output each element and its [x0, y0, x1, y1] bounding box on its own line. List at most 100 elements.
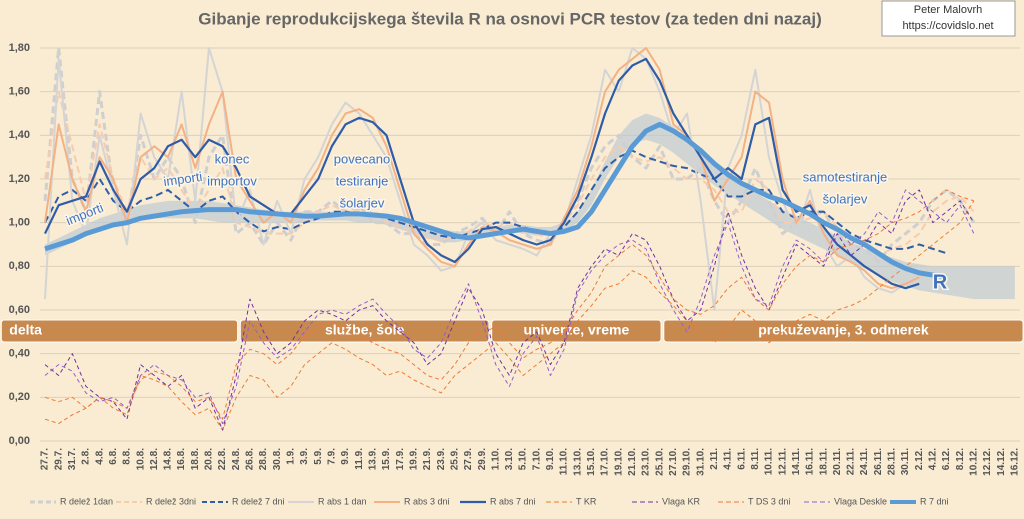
series-line [44, 189, 975, 431]
x-tick-label: 2.8. [81, 448, 92, 465]
y-tick-label: 1,80 [9, 42, 30, 54]
credit-author: Peter Malovrh [914, 4, 982, 16]
legend-label: R abs 3 dni [404, 496, 450, 506]
x-tick-label: 14.12. [996, 448, 1007, 476]
x-tick-label: 3.10. [504, 448, 515, 470]
legend-label: R abs 1 dan [318, 496, 367, 506]
x-tick-label: 18.11. [818, 448, 829, 475]
x-tick-label: 13.9. [367, 448, 378, 470]
y-tick-label: 0,60 [9, 304, 30, 316]
x-tick-label: 27.10. [668, 448, 679, 476]
series-line [44, 189, 975, 425]
x-tick-label: 28.8. [258, 448, 269, 470]
annotation: importi [162, 169, 203, 189]
phase-bar [663, 319, 1024, 343]
x-tick-label: 21.9. [422, 448, 433, 470]
x-tick-label: 23.9. [436, 448, 447, 470]
x-tick-label: 19.10. [613, 448, 624, 476]
annotation: R [933, 271, 948, 293]
x-tick-label: 14.8. [163, 448, 174, 470]
x-tick-label: 10.12. [969, 448, 980, 476]
x-tick-label: 11.9. [354, 448, 365, 470]
credit-url: https://covidslo.net [902, 20, 993, 32]
x-tick-label: 31.7. [67, 448, 78, 470]
annotation: šolarjev [340, 195, 385, 210]
y-tick-label: 1,40 [9, 129, 30, 141]
phase-label: prekuževanje, 3. odmerek [758, 322, 929, 338]
legend-label: R abs 7 dni [490, 496, 536, 506]
x-tick-label: 16.11. [805, 448, 816, 475]
x-tick-label: 5.10. [518, 448, 529, 470]
x-tick-label: 17.10. [600, 448, 611, 476]
phase-bar [0, 319, 239, 343]
legend-label: T KR [576, 496, 597, 506]
series-line [44, 47, 921, 311]
x-tick-label: 27.9. [463, 448, 474, 470]
legend-label: Vlaga Deskle [834, 496, 887, 506]
legend-label: T DS 3 dni [748, 496, 790, 506]
annotation: importov [207, 173, 257, 188]
x-tick-label: 6.12. [941, 448, 952, 470]
annotation: šolarjev [823, 191, 868, 206]
x-tick-label: 22.8. [217, 448, 228, 470]
x-tick-label: 18.8. [190, 448, 201, 470]
x-tick-label: 29.9. [477, 448, 488, 470]
x-tick-label: 25.9. [449, 448, 460, 470]
phase-label: delta [9, 322, 42, 338]
phase-label: službe, šole [325, 322, 405, 338]
y-tick-label: 1,00 [9, 217, 30, 229]
x-tick-label: 12.8. [149, 448, 160, 470]
x-tick-label: 30.8. [272, 448, 283, 470]
x-tick-label: 30.11. [900, 448, 911, 475]
y-tick-label: 0,20 [9, 391, 30, 403]
x-tick-label: 1.9. [286, 448, 297, 465]
x-tick-label: 20.8. [204, 448, 215, 470]
x-tick-label: 28.11. [887, 448, 898, 475]
series-line [44, 200, 975, 431]
x-tick-label: 16.8. [176, 448, 187, 470]
x-tick-label: 7.9. [327, 448, 338, 465]
x-tick-label: 13.10. [572, 448, 583, 476]
x-tick-label: 26.11. [873, 448, 884, 475]
annotation: konec [215, 151, 250, 166]
x-tick-label: 14.11. [791, 448, 802, 475]
series-line [44, 121, 947, 280]
confidence-band [45, 113, 1015, 300]
annotation: samotestiranje [803, 169, 888, 184]
annotation: testiranje [336, 173, 389, 188]
x-tick-label: 31.10. [695, 448, 706, 476]
x-tick-label: 29.7. [53, 448, 64, 470]
x-tick-label: 8.11. [750, 448, 761, 470]
x-tick-label: 5.9. [313, 448, 324, 465]
x-tick-label: 12.11. [777, 448, 788, 475]
x-tick-label: 4.8. [94, 448, 105, 465]
x-tick-label: 4.12. [928, 448, 939, 470]
y-tick-label: 1,20 [9, 173, 30, 185]
x-tick-label: 9.10. [545, 448, 556, 470]
x-tick-label: 3.9. [299, 448, 310, 465]
legend-label: R delež 7 dni [232, 496, 285, 506]
x-tick-label: 25.10. [654, 448, 665, 476]
x-tick-label: 15.9. [381, 448, 392, 470]
credit-box [881, 0, 1016, 37]
y-tick-label: 0,80 [9, 260, 30, 272]
x-tick-label: 21.10. [627, 448, 638, 476]
x-tick-label: 19.9. [408, 448, 419, 470]
x-tick-label: 17.9. [395, 448, 406, 470]
x-tick-label: 26.8. [245, 448, 256, 470]
x-tick-label: 22.11. [846, 448, 857, 475]
x-tick-label: 11.10. [559, 448, 570, 475]
x-tick-label: 4.11. [723, 448, 734, 470]
series-line [44, 47, 920, 290]
x-tick-label: 20.11. [832, 448, 843, 475]
phase-label: univerze, vreme [523, 322, 629, 338]
annotation: povecano [334, 151, 390, 166]
x-tick-label: 12.12. [982, 448, 993, 476]
x-tick-label: 29.10. [682, 448, 693, 476]
series-line [44, 57, 920, 290]
x-tick-label: 9.9. [340, 448, 351, 465]
x-tick-label: 8.12. [955, 448, 966, 470]
legend-label: Vlaga KR [662, 496, 701, 506]
y-tick-label: 1,60 [9, 86, 30, 98]
